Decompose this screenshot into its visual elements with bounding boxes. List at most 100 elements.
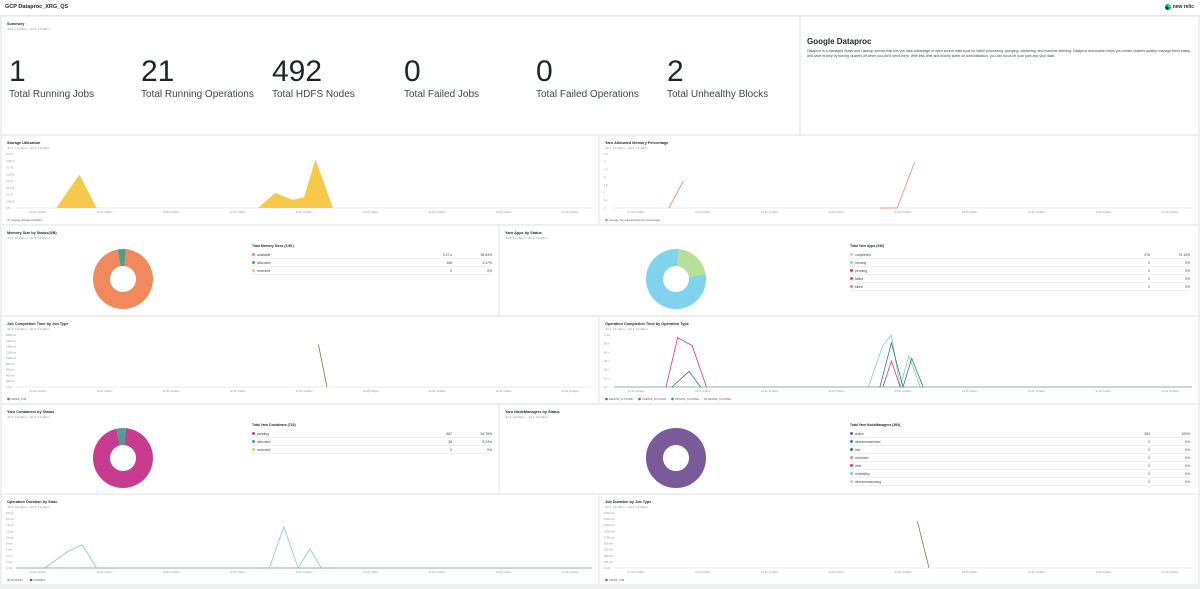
table-row[interactable]: unhealthy 0 0% bbox=[850, 470, 1190, 478]
job-duration-chart[interactable]: 1800 min 1600 min 1400 min 1200 min 1000 min… bbox=[600, 511, 1198, 584]
status-percent: 0% bbox=[1185, 268, 1190, 273]
table-row[interactable]: decommissioned 0 0% bbox=[850, 438, 1190, 446]
legend-item[interactable]: UPDATE_CLUSTER bbox=[675, 397, 699, 401]
status-value: 0 bbox=[450, 447, 452, 452]
table-row[interactable]: decommissioning 0 0% bbox=[850, 478, 1190, 486]
x-tick-label: Jul 05, 12:00pm bbox=[894, 571, 911, 574]
x-tick-label: Jul 05, 12:00pm bbox=[295, 390, 312, 393]
status-percent: 100% bbox=[1181, 431, 1190, 436]
y-tick-label: 0.15 % bbox=[6, 186, 15, 190]
legend-item[interactable]: RUNNING bbox=[11, 578, 23, 582]
table-row[interactable]: available 3.27 k 95.53% bbox=[252, 251, 492, 259]
x-tick-label: Jul 05, 12:00am bbox=[162, 571, 179, 574]
status-dot bbox=[252, 261, 255, 264]
legend-item[interactable]: Average Storage Utilization bbox=[11, 218, 43, 222]
legend-item[interactable]: SPARK_JOB bbox=[11, 397, 26, 401]
storage-area-series[interactable] bbox=[56, 174, 97, 209]
table-row[interactable]: reserved 0 0% bbox=[252, 446, 492, 454]
donut-slice[interactable] bbox=[646, 249, 706, 309]
spark-job-series[interactable] bbox=[318, 344, 328, 388]
status-percent: 95.53% bbox=[480, 252, 493, 257]
y-tick-label: 2 min bbox=[6, 560, 13, 564]
operation-duration-chart[interactable]: 18 min 16 min 14 min 12 min 10 min 8 min 6 min… bbox=[2, 511, 598, 584]
running-series[interactable] bbox=[44, 544, 97, 569]
x-tick-label: Jul 05, 12:00am bbox=[162, 390, 179, 393]
table-row[interactable]: killed 0 0% bbox=[850, 283, 1190, 291]
status-dot bbox=[850, 456, 853, 459]
x-tick-label: Jul 05, 6:00pm bbox=[962, 211, 978, 214]
legend-item[interactable]: PENDING bbox=[34, 578, 46, 582]
status-value: 3.27 k bbox=[442, 252, 452, 257]
status-percent: 94.76% bbox=[480, 431, 493, 436]
storage-utilization-chart[interactable]: 0.4 % 0.35 % 0.3 % 0.25 % 0.2 % 0.15 % 0.1 % 0.… bbox=[2, 152, 598, 224]
yarn-apps-donut-chart[interactable] bbox=[645, 248, 707, 310]
create-cluster-series[interactable] bbox=[665, 336, 707, 388]
operation-completion-chart[interactable]: 1 min 50 s 40 s 30 s 20 s 10 s 0 s Jul 04, 12:0… bbox=[600, 333, 1198, 403]
y-tick-label: 14 min bbox=[6, 523, 14, 527]
job-completion-panel: Job Completion Time by Job Type Jul 4, 1… bbox=[2, 317, 598, 403]
yarn-memory-chart[interactable]: 3.5 3 2.5 2 1.5 1 0.5 0 Jul 04, 12:00pm Jul 04, 6… bbox=[600, 152, 1198, 224]
legend-item[interactable]: Average Yarn Allocated Memory Percentage bbox=[609, 218, 660, 222]
status-percent: 0% bbox=[487, 268, 492, 273]
delete-cluster-series[interactable] bbox=[671, 370, 702, 388]
dashboard-title[interactable]: GCP Dataproc_XRG_QS bbox=[5, 4, 69, 10]
delete-cluster-series[interactable] bbox=[879, 341, 924, 389]
status-value: 687 bbox=[446, 431, 452, 436]
status-label: killed bbox=[855, 284, 863, 289]
yarn-nodemanagers-donut-chart[interactable] bbox=[645, 427, 707, 489]
yarn-memory-series[interactable] bbox=[668, 180, 684, 209]
table-row[interactable]: running 0 0% bbox=[850, 259, 1190, 267]
billboard-value: 21 bbox=[141, 55, 175, 88]
y-tick-label: 10 s bbox=[604, 376, 610, 380]
table-row[interactable]: new 0 0% bbox=[850, 462, 1190, 470]
panel-title: Yarn Apps by Status bbox=[505, 231, 542, 235]
table-row[interactable]: lost 0 0% bbox=[850, 446, 1190, 454]
table-row[interactable]: pending 687 94.76% bbox=[252, 430, 492, 438]
operation-duration-panel: Operation Duration by State Jul 4, 12:20… bbox=[2, 495, 598, 584]
status-label: completed bbox=[855, 252, 871, 257]
legend-swatch bbox=[638, 397, 641, 401]
legend-item[interactable]: RESIZE_CLUSTER bbox=[708, 397, 731, 401]
memory-donut-chart[interactable] bbox=[92, 248, 154, 310]
x-tick-label: Jul 06, 6:00am bbox=[1095, 571, 1111, 574]
donut-slice[interactable] bbox=[93, 249, 153, 309]
spark-job-series[interactable] bbox=[917, 521, 930, 569]
status-label: active bbox=[855, 431, 864, 436]
legend-item[interactable]: DELETE_CLUSTER bbox=[609, 397, 633, 401]
status-percent: 0% bbox=[1185, 284, 1190, 289]
x-tick-label: Jul 05, 12:00pm bbox=[295, 211, 312, 214]
storage-area-series[interactable] bbox=[257, 159, 333, 208]
table-row[interactable]: completed 576 79.10% bbox=[850, 251, 1190, 259]
running-series[interactable] bbox=[269, 525, 322, 569]
donut-slice[interactable] bbox=[116, 428, 126, 446]
donut-slice[interactable] bbox=[93, 428, 153, 488]
info-panel: Google Dataproc Dataproc is a managed Sp… bbox=[801, 17, 1198, 134]
table-row[interactable]: allocated 158 4.47% bbox=[252, 259, 492, 267]
legend-item[interactable]: CREATE_CLUSTER bbox=[642, 397, 666, 401]
x-tick-label: Jul 06, 12:00am bbox=[428, 211, 445, 214]
x-tick-label: Jul 05, 6:00am bbox=[230, 211, 246, 214]
yarn-nodemanagers-table-title: Total Yarn NodeManagers (384) bbox=[850, 423, 901, 427]
donut-slice[interactable] bbox=[117, 249, 126, 267]
y-tick-label: 1400 min bbox=[604, 523, 615, 527]
create-cluster-series[interactable] bbox=[882, 359, 901, 388]
status-dot bbox=[252, 440, 255, 443]
legend-swatch bbox=[7, 578, 10, 582]
yarn-containers-donut-chart[interactable] bbox=[92, 427, 154, 489]
x-tick-label: Jul 05, 6:00pm bbox=[962, 571, 978, 574]
status-percent: 0% bbox=[1185, 455, 1190, 460]
table-row[interactable]: allocated 38 5.24% bbox=[252, 438, 492, 446]
y-tick-label: 1.5 bbox=[604, 183, 608, 187]
yarn-memory-series[interactable] bbox=[879, 161, 915, 209]
table-row[interactable]: failed 0 0% bbox=[850, 275, 1190, 283]
donut-slice[interactable] bbox=[677, 249, 706, 277]
table-row[interactable]: rebooted 0 0% bbox=[850, 454, 1190, 462]
memory-table: Total Memory Sizes (3.5K) available 3.27 … bbox=[252, 244, 492, 275]
table-row[interactable]: active 384 100% bbox=[850, 430, 1190, 438]
legend-item[interactable]: SPARK_JOB bbox=[609, 578, 624, 582]
donut-slice[interactable] bbox=[646, 428, 706, 488]
memory-size-panel: Memory Size by Status(GB) Jul 4, 12:20pm… bbox=[2, 226, 498, 315]
table-row[interactable]: pending 0 0% bbox=[850, 267, 1190, 275]
table-row[interactable]: reserved 0 0% bbox=[252, 267, 492, 275]
